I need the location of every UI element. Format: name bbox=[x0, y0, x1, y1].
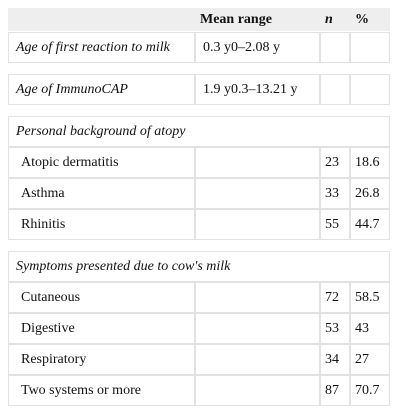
row-label: Age of ImmunoCAP bbox=[8, 74, 195, 105]
row-label: Respiratory bbox=[8, 344, 195, 375]
section-heading: Symptoms presented due to cow's milk bbox=[8, 251, 390, 282]
pct-cell: 18.6 bbox=[350, 147, 390, 178]
pct-cell bbox=[350, 74, 390, 105]
n-cell: 33 bbox=[320, 178, 350, 209]
mean-range bbox=[195, 375, 320, 406]
pct-cell: 43 bbox=[350, 313, 390, 344]
row-label: Two systems or more bbox=[8, 375, 195, 406]
row-label: Digestive bbox=[8, 313, 195, 344]
row-label: Asthma bbox=[8, 178, 195, 209]
mean-range bbox=[195, 147, 320, 178]
mean-range: 0.3 y0–2.08 y bbox=[195, 32, 320, 63]
n-cell bbox=[320, 74, 350, 105]
section-heading: Personal background of atopy bbox=[8, 116, 390, 147]
header-cell: n bbox=[320, 8, 350, 31]
header-blank bbox=[8, 8, 195, 31]
pct-cell: 58.5 bbox=[350, 282, 390, 313]
pct-cell: 44.7 bbox=[350, 209, 390, 240]
n-cell: 23 bbox=[320, 147, 350, 178]
mean-range bbox=[195, 209, 320, 240]
mean-range bbox=[195, 178, 320, 209]
pct-cell bbox=[350, 32, 390, 63]
n-cell: 53 bbox=[320, 313, 350, 344]
mean-range: 1.9 y0.3–13.21 y bbox=[195, 74, 320, 105]
mean-range bbox=[195, 344, 320, 375]
n-cell: 55 bbox=[320, 209, 350, 240]
pct-cell: 70.7 bbox=[350, 375, 390, 406]
row-label: Cutaneous bbox=[8, 282, 195, 313]
n-cell: 72 bbox=[320, 282, 350, 313]
n-cell: 87 bbox=[320, 375, 350, 406]
header-cell: Mean range bbox=[195, 8, 320, 31]
row-label: Atopic dermatitis bbox=[8, 147, 195, 178]
mean-range bbox=[195, 313, 320, 344]
pct-cell: 26.8 bbox=[350, 178, 390, 209]
pct-cell: 27 bbox=[350, 344, 390, 375]
n-cell: 34 bbox=[320, 344, 350, 375]
header-cell: % bbox=[350, 8, 390, 31]
row-label: Rhinitis bbox=[8, 209, 195, 240]
row-label: Age of first reaction to milk bbox=[8, 32, 195, 63]
mean-range bbox=[195, 282, 320, 313]
n-cell bbox=[320, 32, 350, 63]
